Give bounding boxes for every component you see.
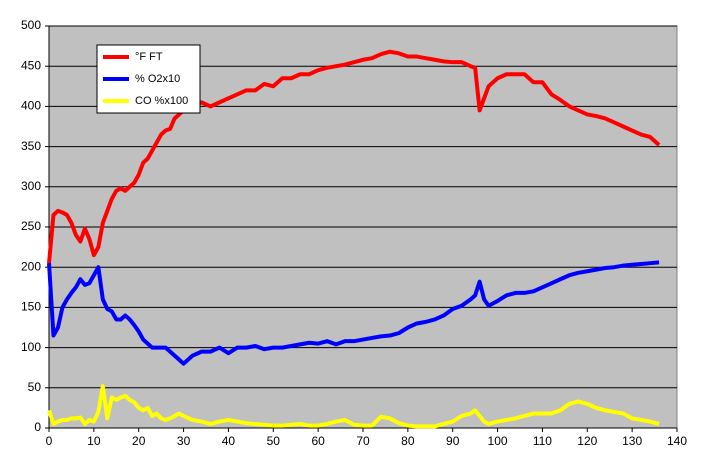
y-tick-label: 450 (21, 58, 41, 72)
legend-label: CO %x100 (135, 95, 188, 107)
x-tick-label: 10 (87, 434, 101, 448)
x-tick-label: 90 (446, 434, 460, 448)
y-tick-label: 50 (28, 380, 42, 394)
series-line (47, 260, 660, 366)
x-tick-label: 60 (311, 434, 325, 448)
y-tick-label: 250 (21, 219, 41, 233)
y-tick-label: 400 (21, 99, 41, 113)
x-tick-label: 40 (222, 434, 236, 448)
legend-label: °F FT (135, 51, 163, 63)
x-tick-label: 80 (401, 434, 415, 448)
x-tick-label: 130 (622, 434, 642, 448)
x-tick-label: 30 (177, 434, 191, 448)
y-tick-label: 300 (21, 179, 41, 193)
x-tick-label: 50 (267, 434, 281, 448)
y-tick-label: 100 (21, 340, 41, 354)
y-tick-label: 150 (21, 300, 41, 314)
y-tick-label: 200 (21, 259, 41, 273)
x-tick-label: 140 (667, 434, 687, 448)
x-tick-label: 0 (46, 434, 53, 448)
x-tick-label: 70 (356, 434, 370, 448)
x-tick-label: 110 (533, 434, 552, 448)
legend-label: % O2x10 (135, 73, 180, 85)
x-tick-label: 20 (132, 434, 146, 448)
series-line (47, 49, 661, 264)
y-tick-label: 500 (21, 18, 41, 32)
x-tick-label: 120 (577, 434, 597, 448)
y-tick-label: 350 (21, 139, 41, 153)
y-tick-label: 0 (34, 420, 41, 434)
x-tick-label: 100 (488, 434, 508, 448)
series-line (47, 384, 660, 429)
